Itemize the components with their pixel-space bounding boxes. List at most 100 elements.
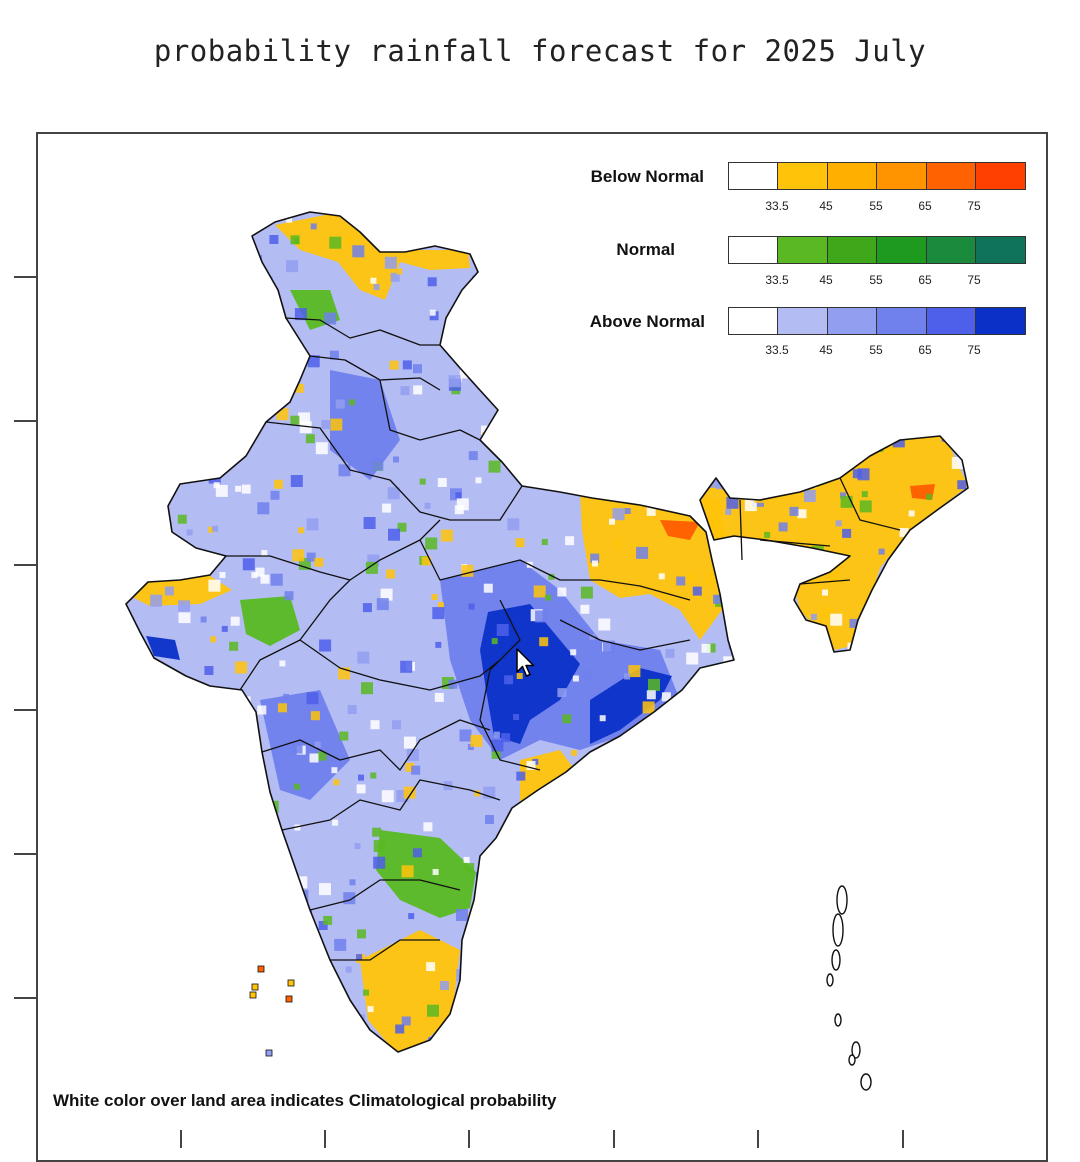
raster-cell [580, 604, 590, 614]
raster-cell [814, 1038, 821, 1045]
raster-cell [957, 480, 967, 490]
raster-cell [730, 874, 737, 881]
raster-cell [881, 685, 888, 692]
raster-cell [471, 357, 477, 364]
raster-cell [440, 981, 449, 990]
raster-cell [402, 360, 412, 370]
raster-cell [305, 434, 315, 444]
raster-cell [156, 407, 163, 413]
raster-cell [325, 1001, 338, 1014]
raster-cell [769, 744, 776, 751]
raster-cell [666, 224, 676, 234]
raster-cell [828, 1031, 835, 1038]
raster-cell [270, 573, 283, 586]
raster-cell [819, 364, 832, 377]
raster-cell [141, 242, 151, 252]
gujarat-above-dark-region [146, 636, 180, 660]
raster-cell [437, 478, 447, 487]
raster-cell [516, 433, 529, 446]
raster-cell [681, 366, 694, 379]
raster-cell [257, 502, 270, 515]
raster-cell [344, 235, 354, 245]
raster-cell [362, 603, 372, 613]
raster-cell [974, 852, 986, 864]
raster-cell [787, 367, 800, 380]
raster-cell [557, 688, 567, 698]
raster-cell [248, 790, 261, 803]
raster-cell [642, 701, 655, 714]
raster-cell [810, 613, 817, 620]
west-normal-region [240, 596, 300, 646]
raster-cell [462, 1025, 471, 1034]
legend-tick: 45 [819, 273, 833, 287]
raster-cell [261, 354, 274, 367]
legend-bar-normal [728, 236, 1027, 264]
raster-cell [740, 739, 747, 745]
raster-cell [554, 481, 561, 488]
raster-cell [682, 390, 689, 397]
andaman-nicobar-island [832, 913, 844, 947]
raster-cell [126, 653, 127, 660]
raster-cell [731, 900, 741, 909]
state-boundary-line [559, 619, 691, 651]
andaman-nicobar-island [836, 885, 848, 915]
raster-cell [276, 408, 289, 421]
raster-cell [889, 985, 896, 991]
raster-cell [967, 893, 968, 900]
raster-cell [710, 213, 723, 226]
raster-cell [306, 552, 316, 562]
raster-cell [961, 927, 968, 934]
raster-cell [724, 865, 731, 872]
raster-cell [448, 375, 461, 388]
raster-cell [754, 490, 767, 503]
raster-cell [820, 864, 833, 876]
raster-cell [196, 402, 206, 412]
raster-cell [438, 602, 444, 609]
raster-cell [208, 526, 215, 533]
raster-cell [329, 236, 342, 249]
raster-cell [931, 954, 944, 967]
raster-cell [671, 883, 684, 896]
raster-cell [480, 222, 489, 232]
raster-cell [492, 332, 499, 339]
raster-cell [514, 464, 521, 470]
raster-cell [917, 372, 930, 385]
raster-cell [161, 885, 171, 895]
raster-cell [849, 618, 859, 628]
raster-cell [329, 350, 339, 360]
raster-cell [594, 300, 607, 313]
raster-cell [919, 831, 929, 841]
raster-cell [886, 967, 893, 974]
raster-cell [648, 678, 660, 691]
raster-cell [453, 223, 466, 235]
raster-cell [577, 1012, 590, 1025]
raster-cell [537, 369, 547, 379]
raster-cell [575, 374, 588, 387]
raster-cell [213, 443, 226, 456]
y-axis-tick [14, 709, 36, 711]
raster-cell [510, 1036, 520, 1046]
raster-cell [480, 1026, 493, 1039]
raster-cell [290, 415, 300, 425]
raster-cell [279, 660, 286, 667]
raster-cell [583, 1011, 596, 1024]
climatology-footnote: White color over land area indicates Cli… [53, 1091, 557, 1110]
andaman-nicobar-island [834, 1013, 842, 1027]
raster-cell [284, 591, 294, 601]
raster-cell [332, 819, 339, 826]
raster-cell [860, 986, 870, 996]
raster-cell [159, 431, 172, 444]
raster-cell [387, 487, 400, 500]
raster-cell [293, 237, 300, 244]
raster-cell [526, 761, 536, 770]
raster-cell [615, 466, 625, 476]
raster-cell [609, 518, 615, 525]
raster-cell [255, 567, 265, 577]
raster-cell [864, 901, 871, 908]
raster-cell [456, 498, 469, 511]
raster-cell [934, 804, 941, 811]
raster-cell [294, 366, 301, 373]
raster-cell [208, 824, 221, 837]
raster-cell [786, 906, 793, 913]
raster-cell [899, 528, 909, 537]
